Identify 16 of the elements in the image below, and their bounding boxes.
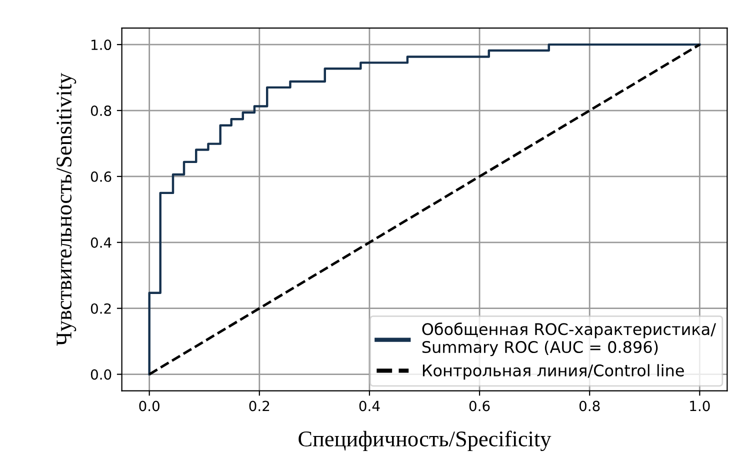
- x-axis-title: Специфичность/Specificity: [298, 430, 552, 452]
- x-tick-label: 0.2: [249, 400, 270, 412]
- y-tick-label: 0.4: [90, 237, 112, 248]
- y-tick-label: 0.6: [90, 171, 112, 182]
- y-tick-label: 0.0: [90, 369, 112, 380]
- y-tick-label: 0.8: [90, 105, 112, 116]
- legend-label: Обобщенная ROC-характеристика/ Summary ROC (AUC = 0.896): [422, 322, 716, 356]
- y-tick-label: 0.2: [90, 303, 111, 314]
- y-axis-title: Чувствительность/Sensitivity: [56, 72, 76, 346]
- x-tick-label: 0.8: [579, 400, 600, 412]
- y-tick-label: 1.0: [92, 40, 112, 50]
- legend-label: Контрольная линия/Control line: [422, 364, 684, 380]
- x-tick-label: 0.0: [139, 400, 160, 412]
- x-tick-label: 1.0: [690, 400, 710, 412]
- x-tick-label: 0.4: [359, 400, 380, 412]
- x-tick-label: 0.6: [469, 400, 490, 412]
